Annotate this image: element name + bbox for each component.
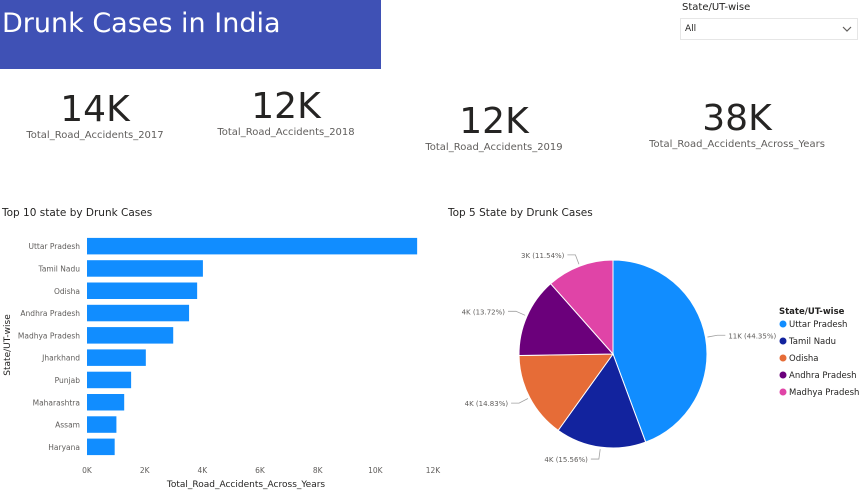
kpi-card-2019: 12K Total_Road_Accidents_2019: [414, 102, 574, 154]
kpi-value: 14K: [60, 89, 130, 130]
bar-chart: Uttar Pradesh Tamil Nadu Odisha Andhra Prad…: [3, 237, 442, 490]
bar-category-label: Odisha: [54, 287, 80, 296]
x-tick-label: 2K: [140, 466, 151, 475]
pie-slice[interactable]: [612, 259, 708, 443]
x-tick-label: 4K: [197, 466, 208, 475]
x-axis-title: Total_Road_Accidents_Across_Years: [166, 480, 326, 490]
x-tick-label: 12K: [426, 466, 442, 475]
legend-title: State/UT-wise: [779, 307, 845, 317]
legend-marker: [779, 337, 787, 345]
chevron-down-icon: [842, 26, 852, 32]
pie-data-label: 3K (11.54%): [521, 252, 565, 260]
bar-category-label: Punjab: [55, 376, 81, 385]
legend-entry[interactable]: Uttar Pradesh: [789, 320, 847, 330]
bar[interactable]: [87, 416, 117, 433]
state-slicer: State/UT-wise All: [680, 0, 860, 44]
bar[interactable]: [87, 304, 190, 322]
pie-chart: 11K (44.35%) 4K (15.56%) 4K (14.83%) 4K (13…: [462, 252, 860, 464]
bar-category-label: Maharashtra: [33, 398, 80, 407]
pie-data-label: 11K (44.35%): [728, 332, 776, 340]
bar-category-label: Haryana: [48, 443, 80, 452]
kpi-label: Total_Road_Accidents_2019: [425, 142, 563, 153]
kpi-label: Total_Road_Accidents_2018: [217, 127, 355, 138]
page-title: Drunk Cases in India: [2, 8, 281, 39]
x-tick-label: 8K: [313, 466, 324, 475]
bar-category-label: Assam: [55, 421, 80, 430]
x-tick-label: 10K: [368, 466, 384, 475]
bar[interactable]: [87, 327, 174, 344]
kpi-label: Total_Road_Accidents_2017: [26, 130, 164, 141]
legend-entry[interactable]: Madhya Pradesh: [789, 388, 859, 398]
pie-leader-line: [507, 310, 526, 316]
bar[interactable]: [87, 371, 132, 389]
state-dropdown[interactable]: All: [680, 18, 858, 40]
pie-leader-line: [590, 449, 601, 460]
pie-leader-line: [707, 334, 726, 338]
bar-category-label: Tamil Nadu: [37, 264, 80, 273]
title-banner: Drunk Cases in India: [0, 0, 381, 69]
legend-marker: [779, 371, 787, 379]
x-tick-label: 0K: [82, 466, 93, 475]
pie-data-label: 4K (14.83%): [465, 400, 509, 408]
bar[interactable]: [87, 282, 198, 300]
x-tick-label: 6K: [255, 466, 266, 475]
pie-slice[interactable]: [518, 353, 614, 432]
legend-entry[interactable]: Tamil Nadu: [788, 337, 836, 347]
bar[interactable]: [87, 394, 125, 411]
kpi-card-2017: 14K Total_Road_Accidents_2017: [15, 90, 175, 142]
legend-entry[interactable]: Andhra Pradesh: [789, 371, 857, 381]
legend-marker: [779, 388, 787, 396]
bar-category-label: Uttar Pradesh: [28, 242, 80, 251]
pie-slice[interactable]: [549, 259, 614, 356]
legend-entry[interactable]: Odisha: [789, 354, 818, 364]
bar-category-label: Andhra Pradesh: [20, 309, 80, 318]
bar-chart-title: Top 10 state by Drunk Cases: [2, 207, 153, 219]
kpi-card-2018: 12K Total_Road_Accidents_2018: [206, 87, 366, 139]
slicer-selected-value: All: [685, 24, 697, 34]
slicer-label: State/UT-wise: [682, 2, 751, 13]
kpi-card-total: 38K Total_Road_Accidents_Across_Years: [641, 99, 833, 151]
bar[interactable]: [87, 237, 418, 255]
bar[interactable]: [87, 260, 203, 277]
kpi-value: 38K: [702, 98, 772, 139]
bar-category-label: Jharkhand: [41, 354, 80, 363]
pie-data-label: 4K (13.72%): [462, 308, 506, 316]
pie-data-label: 4K (15.56%): [544, 456, 588, 464]
pie-chart-title: Top 5 State by Drunk Cases: [448, 207, 593, 219]
pie-leader-line: [511, 398, 529, 404]
kpi-value: 12K: [251, 86, 321, 127]
kpi-label: Total_Road_Accidents_Across_Years: [649, 139, 825, 150]
bar-category-label: Madhya Pradesh: [18, 331, 80, 340]
pie-slice[interactable]: [518, 282, 615, 357]
bar[interactable]: [87, 438, 115, 456]
kpi-value: 12K: [459, 101, 529, 142]
bar[interactable]: [87, 349, 146, 366]
legend-marker: [779, 320, 787, 328]
pie-slice[interactable]: [557, 352, 647, 449]
legend-marker: [779, 354, 787, 362]
y-axis-title: State/UT-wise: [3, 314, 13, 376]
pie-leader-line: [567, 254, 580, 265]
